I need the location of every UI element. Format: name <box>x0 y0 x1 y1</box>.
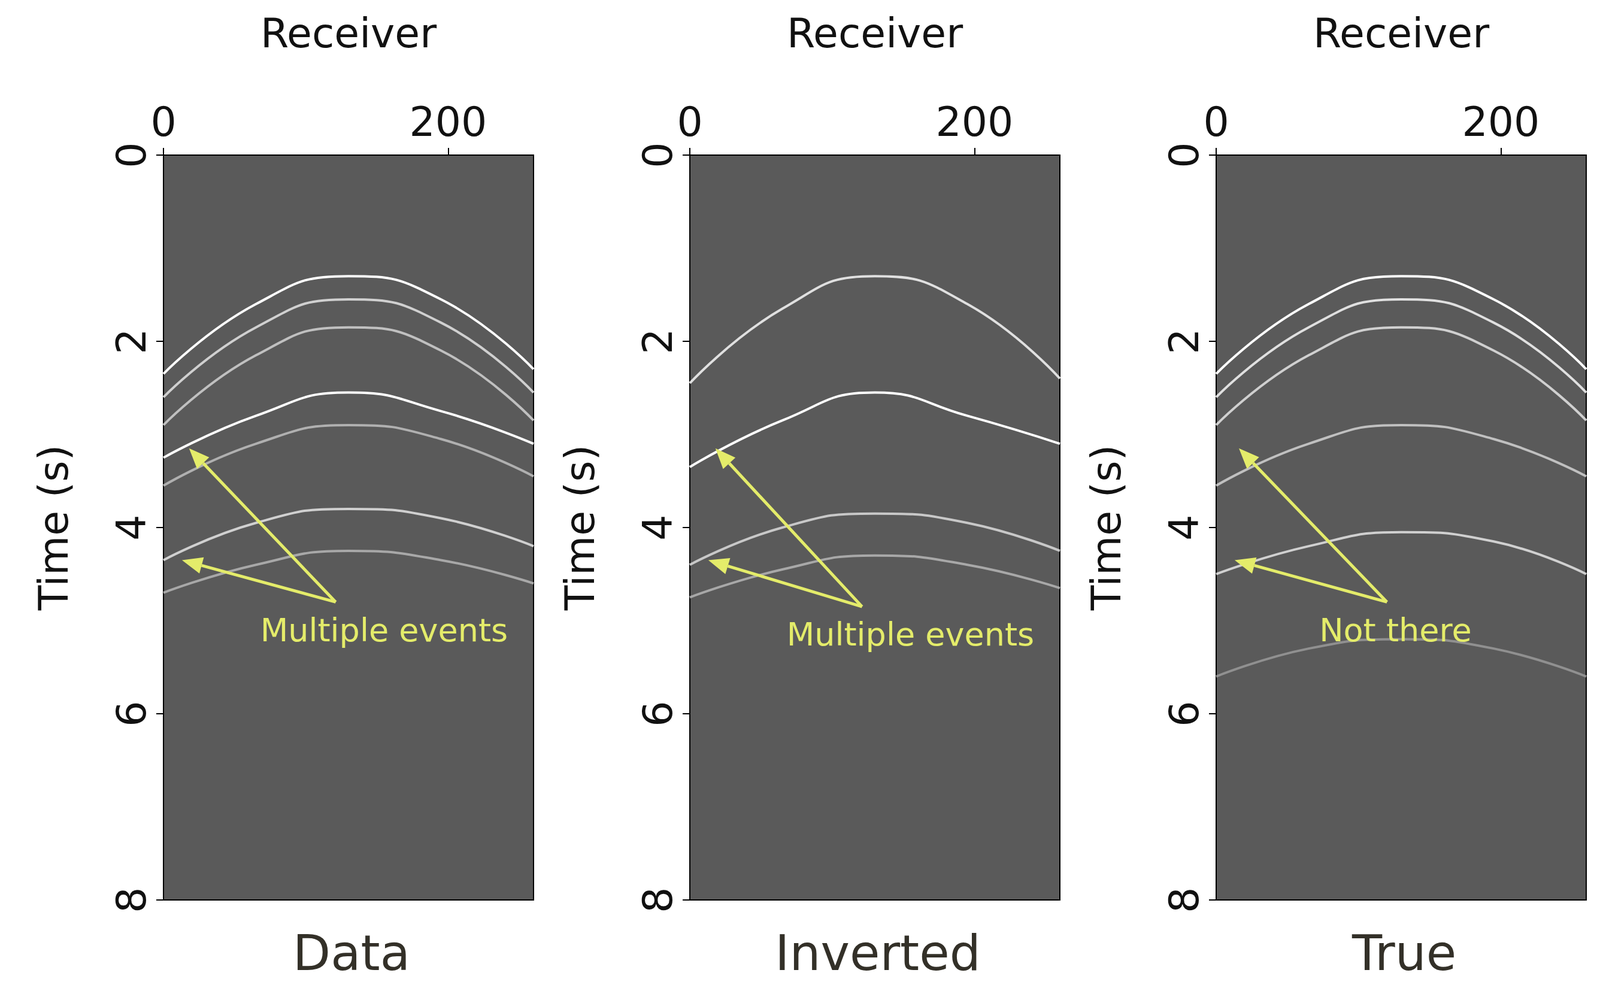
svg-text:Data: Data <box>292 924 411 982</box>
svg-text:8: 8 <box>634 886 682 913</box>
svg-text:4: 4 <box>107 514 156 541</box>
svg-text:0: 0 <box>150 98 177 146</box>
svg-text:6: 6 <box>1160 700 1208 727</box>
svg-text:6: 6 <box>107 700 156 727</box>
svg-text:0: 0 <box>1202 98 1229 146</box>
svg-text:2: 2 <box>634 328 682 354</box>
svg-text:Receiver: Receiver <box>786 9 963 57</box>
svg-text:0: 0 <box>676 98 703 146</box>
svg-text:4: 4 <box>1160 514 1208 541</box>
svg-text:Not there: Not there <box>1319 611 1472 650</box>
svg-text:6: 6 <box>634 700 682 727</box>
svg-text:Time (s): Time (s) <box>1082 444 1130 612</box>
svg-text:0: 0 <box>107 141 156 168</box>
svg-text:200: 200 <box>1461 98 1540 146</box>
svg-text:0: 0 <box>1160 141 1208 168</box>
svg-text:8: 8 <box>1160 886 1208 913</box>
svg-text:Receiver: Receiver <box>260 9 437 57</box>
svg-text:Inverted: Inverted <box>774 924 981 982</box>
svg-text:2: 2 <box>107 328 156 354</box>
svg-text:Multiple events: Multiple events <box>786 615 1035 654</box>
svg-text:8: 8 <box>107 886 156 913</box>
svg-text:200: 200 <box>408 98 487 146</box>
svg-text:Time (s): Time (s) <box>29 444 78 612</box>
svg-text:0: 0 <box>634 141 682 168</box>
svg-text:Time (s): Time (s) <box>556 444 604 612</box>
svg-text:2: 2 <box>1160 328 1208 354</box>
svg-text:200: 200 <box>935 98 1014 146</box>
svg-text:4: 4 <box>634 514 682 541</box>
svg-text:Multiple events: Multiple events <box>260 611 509 650</box>
svg-text:Receiver: Receiver <box>1313 9 1490 57</box>
svg-text:True: True <box>1351 924 1457 982</box>
